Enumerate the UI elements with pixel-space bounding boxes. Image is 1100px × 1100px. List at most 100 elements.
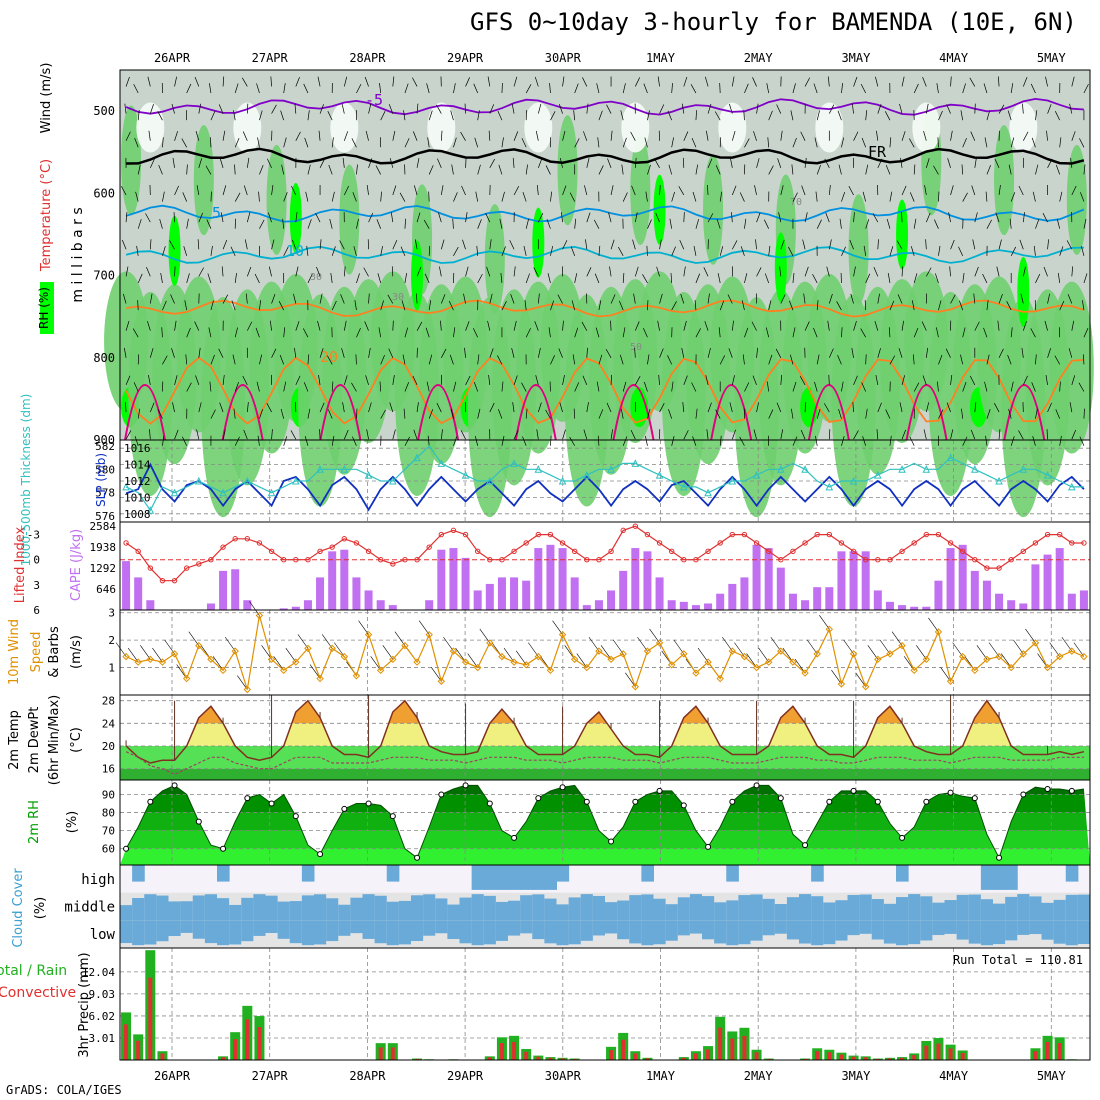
wind-barb [183,246,188,256]
cape-bar [679,601,688,610]
wind-barb [1022,266,1026,277]
cape-bar [146,600,155,610]
wind-ylabel-2: Speed [29,632,44,673]
cape-bar [534,548,543,610]
wind-barb [428,191,430,202]
wind-barb [622,436,628,446]
wind-barb [695,110,697,121]
wind-speed-point [971,666,979,675]
wind-barb-10m [394,631,406,646]
wind-barb [865,408,868,419]
wind-barb [610,294,616,304]
wind-barb [1083,354,1085,365]
wind-barb [719,435,722,446]
rh-dry-region [233,102,262,153]
wind-barb [501,381,504,392]
date-label-bottom: 29APR [447,1069,484,1083]
wind-speed-point [267,655,276,664]
cloud-mid-cell [144,894,157,921]
li-point [753,540,760,546]
precip-convective-bar [499,1042,504,1060]
wind-barb [875,76,879,87]
wind-speed-point [352,672,361,680]
wind-barb [234,273,237,284]
wind-speed-point [461,658,470,666]
cloud-mid-cell [301,895,315,921]
wind-barb [682,402,685,413]
wind-speed-point [1007,663,1015,672]
wind-barb-10m [127,647,139,663]
temp-ylabel-4: (°C) [69,727,84,753]
wind-barb [853,266,856,277]
wind-barb [173,212,175,223]
cloud-low-cell [532,920,545,940]
wind-barb [1035,219,1040,229]
wind-barb [364,321,369,331]
wind-speed-point [583,663,591,672]
rh-point [462,782,469,789]
wind-barb [234,436,240,446]
wind-barb [1067,294,1073,304]
cloud-low-cell [1065,920,1079,946]
wind-barb [1032,436,1036,446]
rh-point [195,818,202,825]
cloud-mid-cell [968,894,982,921]
wind-barb [853,76,858,87]
wind-barb [477,273,483,284]
rh-point [1068,787,1075,794]
cape-bar [655,577,664,610]
cape-bar [582,605,591,610]
wind-barb [497,355,503,365]
wind-barb [767,137,770,148]
wind-barb [234,381,239,392]
wind-barb [839,218,842,229]
wind-barb [1018,185,1024,196]
rh-point [511,834,518,841]
wind-barb [644,137,648,148]
wind-barb [865,354,867,365]
wind-barb [536,184,539,196]
wind-barb [606,104,612,114]
cloud-mid-cell [677,897,691,921]
wind-barb [380,409,386,419]
wind-barb-10m [249,601,260,616]
wind-barb [962,137,967,148]
wind-barb [792,137,797,148]
wind-barb [125,212,128,223]
wind-speed-point [207,655,215,664]
wind-speed-point [764,658,773,666]
wind-barb [535,130,539,141]
wind-barb [946,104,951,114]
wind-barb [356,327,361,338]
wind-barb [319,293,323,304]
wind-barb [184,300,188,311]
cape-bar [243,600,252,610]
li-point [802,540,808,546]
cloud-low-cell [217,920,230,946]
wind-barb [766,381,770,392]
wind-barb [816,408,821,419]
li-point [559,540,566,546]
wind-barb [562,429,566,440]
cloud-high-cell [508,865,521,890]
rh-point [899,834,906,841]
cloud-mid-cell [993,903,1006,921]
cloud-low-cell [932,920,945,936]
cloud-mid-cell [314,894,327,921]
wind-barb [756,402,759,413]
wind-barb [356,83,362,94]
rh-band [120,830,1090,849]
cloud-low-cell [617,920,630,940]
wind-barb [343,375,348,386]
cape-bar [970,570,979,610]
rh-point [292,813,299,820]
wind-barb [488,130,491,141]
cloud-low-cell [556,920,570,946]
wind-barb [962,436,968,446]
wind-tick: 2 [108,634,115,647]
wind-barb [837,355,842,365]
wind-barb [887,273,891,284]
wind-barb [233,408,236,419]
rh-tick: 80 [102,807,115,820]
wind-barb [1047,348,1051,358]
